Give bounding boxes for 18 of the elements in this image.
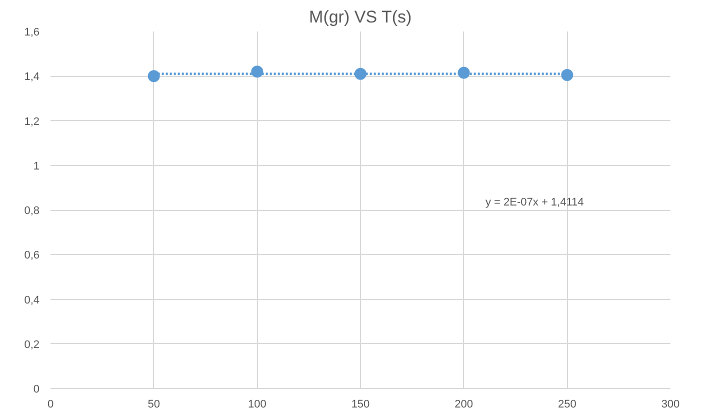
x-tick-label: 100 [248,398,266,410]
y-tick-label: 0,4 [24,294,40,306]
x-tick-label: 250 [558,398,576,410]
x-tick-label: 0 [47,398,54,410]
y-tick-label: 1,4 [24,71,40,84]
annotation: y = 2E-07x + 1,4114 [486,196,584,208]
y-tick-label: 0,8 [24,205,40,217]
y-tick-label: 0,6 [24,250,40,262]
y-tick-label: 1 [33,160,40,172]
x-tick-label: 150 [351,398,370,410]
chart-title: M(gr) VS T(s) [309,8,412,26]
y-tick-label: 0 [33,384,40,396]
y-tick-label: 1,2 [24,116,40,128]
y-tick-label: 0,2 [24,338,40,351]
x-tick-label: 300 [661,398,680,410]
x-tick-label: 200 [454,398,474,410]
x-tick-label: 50 [148,398,160,410]
y-tick-label: 1,6 [24,26,40,38]
